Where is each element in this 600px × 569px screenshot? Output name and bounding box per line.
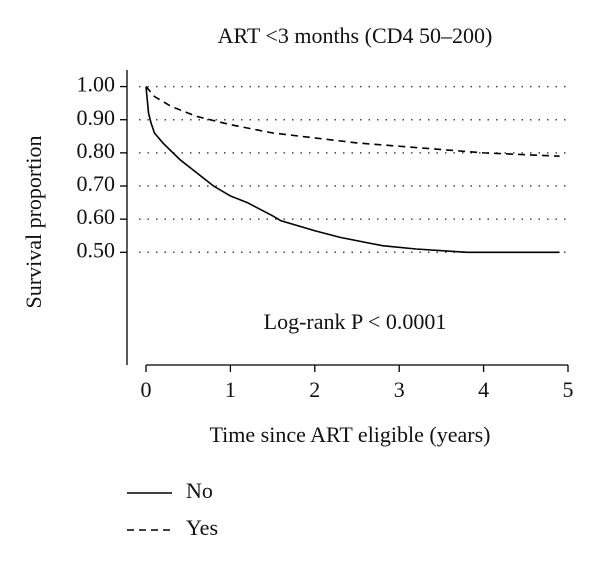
x-tick-label: 1 bbox=[225, 377, 236, 402]
x-tick-label: 2 bbox=[309, 377, 320, 402]
y-tick-label: 0.50 bbox=[77, 237, 116, 262]
x-tick-label: 0 bbox=[141, 377, 152, 402]
survival-curve bbox=[145, 86, 560, 254]
legend-label: Yes bbox=[186, 515, 218, 540]
y-tick-label: 0.80 bbox=[77, 138, 116, 163]
x-axis-label: Time since ART eligible (years) bbox=[210, 422, 491, 447]
chart-title: ART <3 months (CD4 50–200) bbox=[218, 23, 493, 48]
x-tick-label: 4 bbox=[478, 377, 489, 402]
x-tick-label: 5 bbox=[563, 377, 574, 402]
y-axis-label: Survival proportion bbox=[21, 136, 46, 309]
survival-curve bbox=[145, 86, 560, 157]
y-tick-label: 0.70 bbox=[77, 171, 116, 196]
y-tick-label: 0.60 bbox=[77, 204, 116, 229]
legend-label: No bbox=[186, 478, 213, 503]
annotation: Log-rank P < 0.0001 bbox=[264, 309, 447, 334]
x-tick-label: 3 bbox=[394, 377, 405, 402]
y-tick-label: 0.90 bbox=[77, 105, 116, 130]
y-tick-label: 1.00 bbox=[77, 72, 116, 97]
